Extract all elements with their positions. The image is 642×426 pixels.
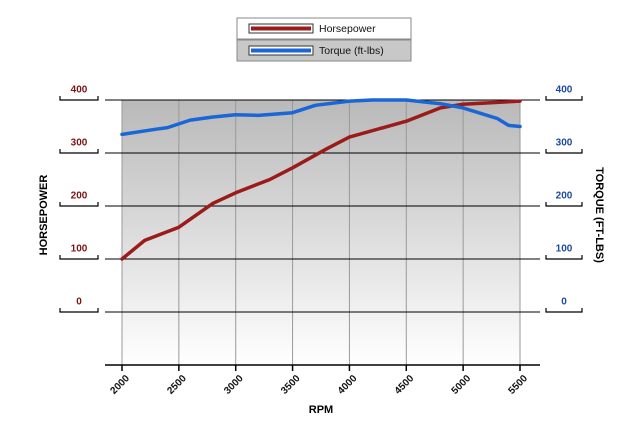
x-tick-label: 3500 (279, 373, 303, 397)
y-tick-label: 0 (76, 297, 82, 308)
y2-tick-label: 100 (556, 244, 573, 255)
legend-label: Horsepower (319, 23, 376, 35)
legend-box (236, 17, 412, 40)
x-tick-label: 2500 (165, 373, 189, 397)
y-tick-label: 300 (71, 138, 88, 149)
legend-label: Torque (ft-lbs) (319, 45, 384, 57)
x-tick-label: 4000 (336, 373, 360, 397)
plot-area (122, 100, 520, 365)
y-tick-label: 400 (71, 85, 88, 96)
series-line (120, 98, 522, 137)
y2-tick (545, 308, 583, 313)
y-tick-label: 200 (71, 191, 88, 202)
y2-tick-label: 400 (556, 85, 573, 96)
y2-axis-label: TORQUE (FT-LBS) (593, 167, 605, 263)
x-tick-label: 3000 (222, 373, 246, 397)
x-tick-label: 5500 (506, 373, 530, 397)
y-tick (59, 149, 99, 154)
y-tick (59, 255, 99, 260)
y-tick (59, 308, 99, 313)
x-tick-label: 2000 (108, 373, 132, 397)
y2-tick (545, 96, 583, 101)
y-tick-label: 100 (71, 244, 88, 255)
y2-tick-label: 200 (556, 191, 573, 202)
y2-tick-label: 0 (561, 297, 567, 308)
y2-tick (545, 149, 583, 154)
x-axis-label: RPM (309, 404, 333, 416)
y-tick (59, 96, 99, 101)
x-tick-label: 4500 (393, 373, 417, 397)
x-tick-label: 5000 (450, 373, 474, 397)
y-tick (59, 202, 99, 207)
y2-tick (545, 255, 583, 260)
legend-box (236, 39, 412, 62)
y2-tick (545, 202, 583, 207)
y-axis-label: HORSEPOWER (38, 175, 50, 256)
series-line (120, 99, 522, 261)
y2-tick-label: 300 (556, 138, 573, 149)
